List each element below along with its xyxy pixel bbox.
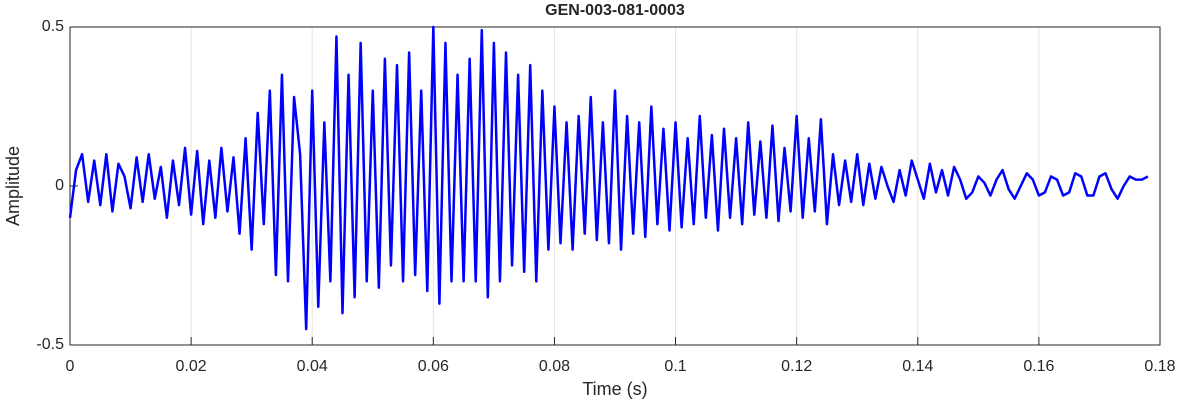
x-tick-label: 0.06 <box>418 358 449 375</box>
x-tick-label: 0.1 <box>664 358 686 375</box>
chart-title: GEN-003-081-0003 <box>545 2 685 19</box>
axes-box <box>69 26 1161 346</box>
x-tick-label: 0.02 <box>176 358 207 375</box>
x-tick-label: 0 <box>66 358 75 375</box>
x-tick-label: 0.08 <box>539 358 570 375</box>
y-tick-label: 0.5 <box>42 18 64 35</box>
x-tick-label: 0.18 <box>1144 358 1175 375</box>
waveform-line <box>68 25 1149 331</box>
x-axis-label: Time (s) <box>582 379 647 399</box>
x-tick-label: 0.16 <box>1023 358 1054 375</box>
x-tick-label: 0.04 <box>297 358 328 375</box>
y-tick-label: -0.5 <box>36 336 64 353</box>
x-tick-label: 0.12 <box>781 358 812 375</box>
y-axis-label: Amplitude <box>3 146 23 226</box>
y-tick-label: 0 <box>55 177 64 194</box>
x-tick-label: 0.14 <box>902 358 933 375</box>
